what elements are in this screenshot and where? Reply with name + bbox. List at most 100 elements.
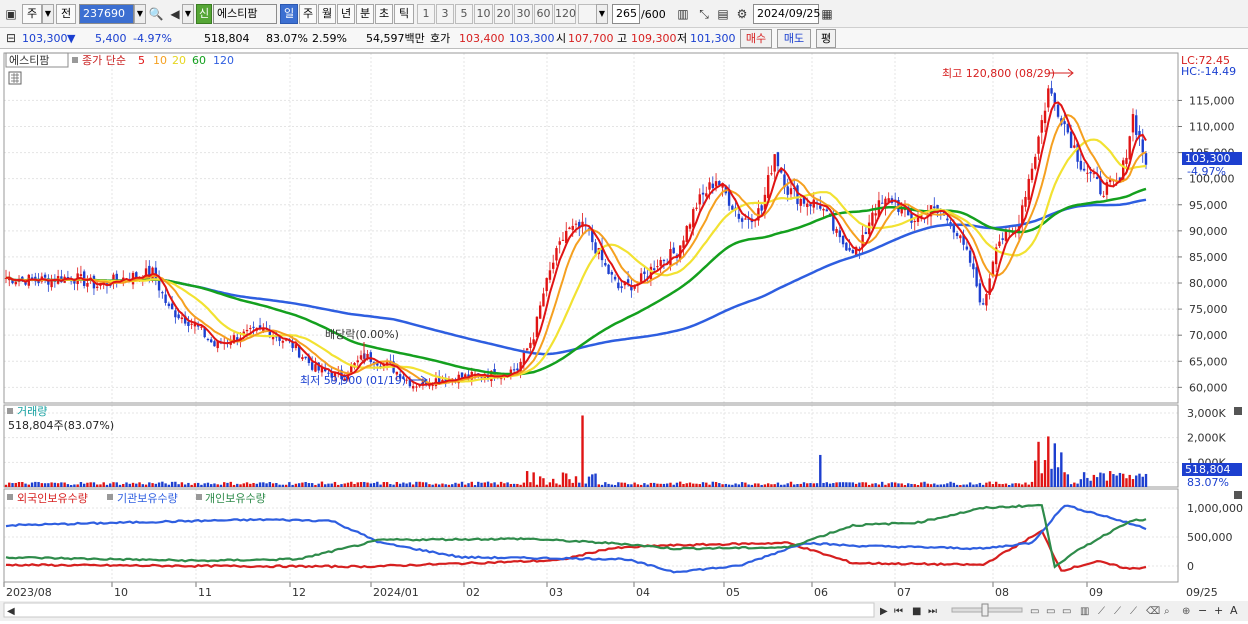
volume-bar [626,484,630,487]
candle-type-icon[interactable]: ▥ [677,7,689,21]
code-dropdown-icon[interactable]: ▼ [134,4,146,24]
x-axis-right-label: 09/25 [1186,586,1218,599]
interval-20[interactable]: 20 [494,4,513,24]
volume-bar [711,481,714,487]
grid-toggle-lines [11,73,19,83]
interval-30[interactable]: 30 [514,4,533,24]
interval-dropdown-icon[interactable]: ▼ [596,4,608,24]
prev-button[interactable]: 전 [56,4,76,24]
candle-body [170,303,174,310]
candle-body [643,271,646,275]
search-icon[interactable]: 🔍 [148,7,164,21]
period-tick[interactable]: 틱 [394,4,414,24]
eval-button[interactable]: 평 [816,29,836,48]
window-icon[interactable]: ▣ [5,7,17,21]
candle-body [385,361,389,364]
volume-bar [281,484,285,487]
scroll-right-icon[interactable]: ▶ [880,606,888,617]
interval-1[interactable]: 1 [417,4,435,24]
jump-start-icon[interactable]: ⏮ [894,606,903,617]
low-price: 101,300 [690,32,736,45]
split-icon[interactable]: ▭ [1062,606,1071,617]
price-tick-label: 65,000 [1189,355,1228,368]
interval-60[interactable]: 60 [534,4,553,24]
stop-icon[interactable]: ■ [912,606,921,617]
candle-body [959,235,962,239]
interval-5[interactable]: 5 [455,4,473,24]
count-input[interactable]: 265 [612,4,640,24]
buy-button[interactable]: 매수 [740,29,772,48]
period-day[interactable]: 일 [280,4,298,24]
candle-body [278,336,281,341]
zoom-icon[interactable]: ⊕ [1182,606,1190,617]
candle-body [965,246,969,250]
volume-bar [239,484,242,487]
trend-tool-icon[interactable]: ⟋ [1114,606,1121,617]
zoom-slider-handle[interactable] [981,603,989,617]
gear-icon[interactable]: ⚙ [736,7,748,21]
volume-bar [835,482,838,487]
volume-bar [568,479,571,487]
volume-bar [623,482,627,487]
period-second[interactable]: 초 [375,4,393,24]
price-change: 5,400 [95,32,127,45]
layout-icon[interactable]: ▭ [1030,606,1039,617]
speaker-icon[interactable]: ◀ [170,7,180,21]
volume-bar [916,485,920,487]
compare-icon[interactable]: ▭ [1046,606,1055,617]
erase-icon[interactable]: ⌫ [1146,606,1160,617]
chart-scrollbar[interactable] [3,602,875,618]
low-arrow [410,375,428,385]
line-tool-icon[interactable]: ⟋ [1098,606,1105,617]
volume-bar [545,484,548,487]
volume-bar [1056,467,1060,487]
candle-body [607,264,610,274]
save-icon[interactable]: ▤ [717,7,729,21]
candle-body [1131,114,1135,133]
volume-bar [708,484,711,487]
stock-code-input[interactable]: 237690 [79,4,134,24]
volume-bar [174,481,177,487]
candle-body [630,285,633,291]
volume-panel-close-icon[interactable] [1234,407,1242,415]
scroll-left-icon[interactable]: ◀ [7,606,15,617]
calendar-icon[interactable]: ▦ [821,7,833,21]
expand-icon[interactable]: ⊟ [5,31,17,45]
candle-body [193,322,197,327]
volume-bar [372,482,376,487]
period-week[interactable]: 주 [299,4,317,24]
zoom-out-icon[interactable]: − [1198,604,1207,617]
market-select[interactable]: 주 [22,4,42,24]
candle-body [1001,238,1004,240]
speaker-dropdown-icon[interactable]: ▼ [182,4,194,24]
volume-bar [877,484,881,487]
candle-body [578,221,581,229]
jump-end-icon[interactable]: ⏭ [928,606,937,617]
bar-chart-icon[interactable]: ▥ [1080,606,1089,617]
volume-bar [219,484,223,487]
volume-bar [978,482,982,487]
market-dropdown-icon[interactable]: ▼ [42,4,54,24]
volume-bar [903,485,907,487]
volume-bar [1024,482,1027,487]
zoom-in-icon[interactable]: + [1214,604,1223,617]
chart-area[interactable]: 에스티팜 종가 단순 5 10 20 60 120 LC:72.45 HC:-1… [0,50,1248,621]
period-minute[interactable]: 분 [356,4,374,24]
candle-body [307,355,311,363]
draw-tool-icon[interactable]: ⤡ [699,7,709,21]
date-input[interactable]: 2024/09/25 [753,4,820,24]
fib-tool-icon[interactable]: ⟋ [1130,606,1137,617]
period-month[interactable]: 월 [318,4,336,24]
font-size-icon[interactable]: A [1230,604,1238,617]
volume-bar [933,483,936,487]
volume-bar [981,484,985,487]
interval-120[interactable]: 120 [554,4,576,24]
period-year[interactable]: 년 [337,4,355,24]
sell-button[interactable]: 매도 [777,29,811,48]
interval-10[interactable]: 10 [474,4,493,24]
volume-bar [92,482,96,487]
holding-panel-close-icon[interactable] [1234,491,1242,499]
interval-3[interactable]: 3 [436,4,454,24]
magnify-icon[interactable]: ⌕ [1164,606,1170,617]
volume-bar [747,484,750,487]
